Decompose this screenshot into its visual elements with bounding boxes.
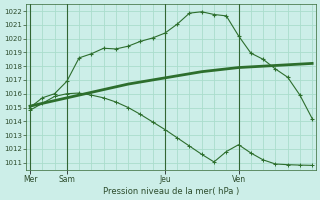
X-axis label: Pression niveau de la mer( hPa ): Pression niveau de la mer( hPa ) [103,187,239,196]
